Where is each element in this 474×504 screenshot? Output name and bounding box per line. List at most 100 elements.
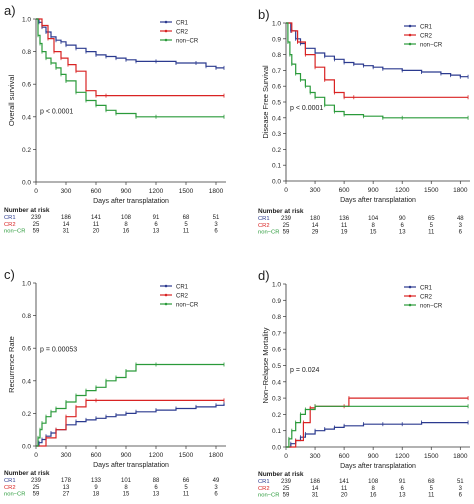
y-tick-label: 0.3 xyxy=(272,396,281,403)
risk-cell: 3 xyxy=(459,486,463,492)
risk-row-label: non−CR xyxy=(4,492,25,498)
x-tick-label: 1800 xyxy=(453,187,468,194)
x-tick-label: 0 xyxy=(284,187,288,194)
y-tick-label: 0.9 xyxy=(272,298,281,305)
legend-marker xyxy=(408,24,412,28)
legend-label: CR1 xyxy=(176,20,189,26)
risk-cell: 108 xyxy=(121,215,132,221)
risk-cell: 49 xyxy=(213,478,220,484)
risk-cell: 178 xyxy=(61,478,72,484)
x-tick-label: 1200 xyxy=(149,452,164,459)
y-tick-label: 0.9 xyxy=(272,36,281,43)
risk-cell: 14 xyxy=(312,486,319,492)
y-tick-label: 0.8 xyxy=(22,313,31,320)
x-tick-label: 1500 xyxy=(179,452,194,459)
risk-cell: 11 xyxy=(183,492,190,498)
risk-row-label: CR2 xyxy=(4,485,16,491)
series-line-2 xyxy=(286,22,469,119)
y-tick-label: 0.2 xyxy=(22,147,31,154)
risk-cell: 29 xyxy=(312,230,319,236)
risk-cell: 11 xyxy=(428,493,435,499)
risk-cell: 20 xyxy=(341,493,348,499)
x-tick-label: 1800 xyxy=(209,452,224,459)
y-tick-label: 0.7 xyxy=(272,330,281,337)
y-tick-label: 0.4 xyxy=(22,114,31,121)
x-tick-label: 1500 xyxy=(424,453,439,460)
risk-cell: 239 xyxy=(281,216,292,222)
risk-cell: 8 xyxy=(124,485,128,491)
y-tick-label: 0.0 xyxy=(272,445,281,452)
y-tick-label: 0.6 xyxy=(272,347,281,354)
risk-cell: 5 xyxy=(430,486,434,492)
chart-panel-3: c) 0.0 0.2 0.4 0.6 0.8 1.0 0 300 600 900 1200 1500 18… xyxy=(4,267,226,498)
risk-row-label: non−CR xyxy=(258,493,279,499)
y-axis-label: Non−Relapse Mortality xyxy=(261,327,270,403)
risk-row-label: CR1 xyxy=(4,478,16,484)
y-tick-label: 0.8 xyxy=(22,49,31,56)
y-tick-label: 0.4 xyxy=(272,379,281,386)
risk-cell: 3 xyxy=(214,222,218,228)
y-tick-label: 0.8 xyxy=(272,314,281,321)
panel-label: a) xyxy=(4,3,16,18)
risk-cell: 27 xyxy=(63,492,70,498)
risk-cell: 141 xyxy=(339,479,350,485)
risk-cell: 13 xyxy=(63,485,70,491)
x-tick-label: 900 xyxy=(368,187,379,194)
x-tick-label: 300 xyxy=(310,187,321,194)
risk-cell: 8 xyxy=(371,486,375,492)
risk-cell: 16 xyxy=(123,229,130,235)
chart-panel-2: b) 0.0 0.1 0.2 0.3 0.4 0.5 0.6 0.7 0.8 0.9 1.0 0 300 6… xyxy=(258,7,470,236)
risk-cell: 5 xyxy=(184,485,188,491)
risk-cell: 186 xyxy=(310,479,321,485)
y-tick-label: 0.0 xyxy=(22,180,31,187)
panel-label: b) xyxy=(258,7,270,22)
risk-row-label: CR2 xyxy=(258,486,270,492)
risk-cell: 9 xyxy=(94,485,98,491)
risk-cell: 48 xyxy=(457,216,464,222)
x-tick-label: 1200 xyxy=(149,188,164,195)
x-axis-label: Days after transplatation xyxy=(93,462,169,469)
x-tick-label: 0 xyxy=(34,188,38,195)
p-value-label: p < 0.0001 xyxy=(290,105,323,112)
risk-cell: 13 xyxy=(399,230,406,236)
x-tick-label: 900 xyxy=(368,453,379,460)
x-tick-label: 300 xyxy=(61,452,72,459)
risk-cell: 3 xyxy=(459,223,463,229)
risk-cell: 15 xyxy=(123,492,130,498)
risk-row-label: CR2 xyxy=(4,222,16,228)
legend-label: CR2 xyxy=(420,294,433,300)
risk-cell: 59 xyxy=(33,229,40,235)
series-line-0 xyxy=(286,422,469,448)
risk-cell: 239 xyxy=(31,215,42,221)
legend-marker xyxy=(164,20,168,24)
risk-cell: 6 xyxy=(154,485,158,491)
risk-cell: 11 xyxy=(428,230,435,236)
legend-marker xyxy=(164,293,168,297)
y-tick-label: 0.0 xyxy=(22,444,31,451)
risk-cell: 59 xyxy=(283,230,290,236)
x-tick-label: 1200 xyxy=(395,453,410,460)
risk-row-label: non−CR xyxy=(4,229,25,235)
risk-cell: 14 xyxy=(63,222,70,228)
risk-cell: 13 xyxy=(153,229,160,235)
y-tick-label: 0.1 xyxy=(272,163,281,170)
x-tick-label: 600 xyxy=(91,452,102,459)
y-tick-label: 1.0 xyxy=(22,17,31,24)
x-tick-label: 600 xyxy=(339,453,350,460)
risk-cell: 8 xyxy=(124,222,128,228)
x-tick-label: 900 xyxy=(121,188,132,195)
risk-cell: 104 xyxy=(368,216,379,222)
y-tick-label: 0.2 xyxy=(22,411,31,418)
y-tick-label: 0.7 xyxy=(272,68,281,75)
risk-cell: 5 xyxy=(184,222,188,228)
risk-cell: 25 xyxy=(283,223,290,229)
legend-marker xyxy=(408,303,412,307)
legend-marker xyxy=(408,33,412,37)
x-axis-label: Days after transplatation xyxy=(93,198,169,205)
legend-label: CR2 xyxy=(176,29,189,35)
p-value-label: p < 0.0001 xyxy=(40,109,73,116)
risk-cell: 13 xyxy=(153,492,160,498)
risk-cell: 11 xyxy=(341,223,348,229)
risk-row-label: CR1 xyxy=(4,215,16,221)
